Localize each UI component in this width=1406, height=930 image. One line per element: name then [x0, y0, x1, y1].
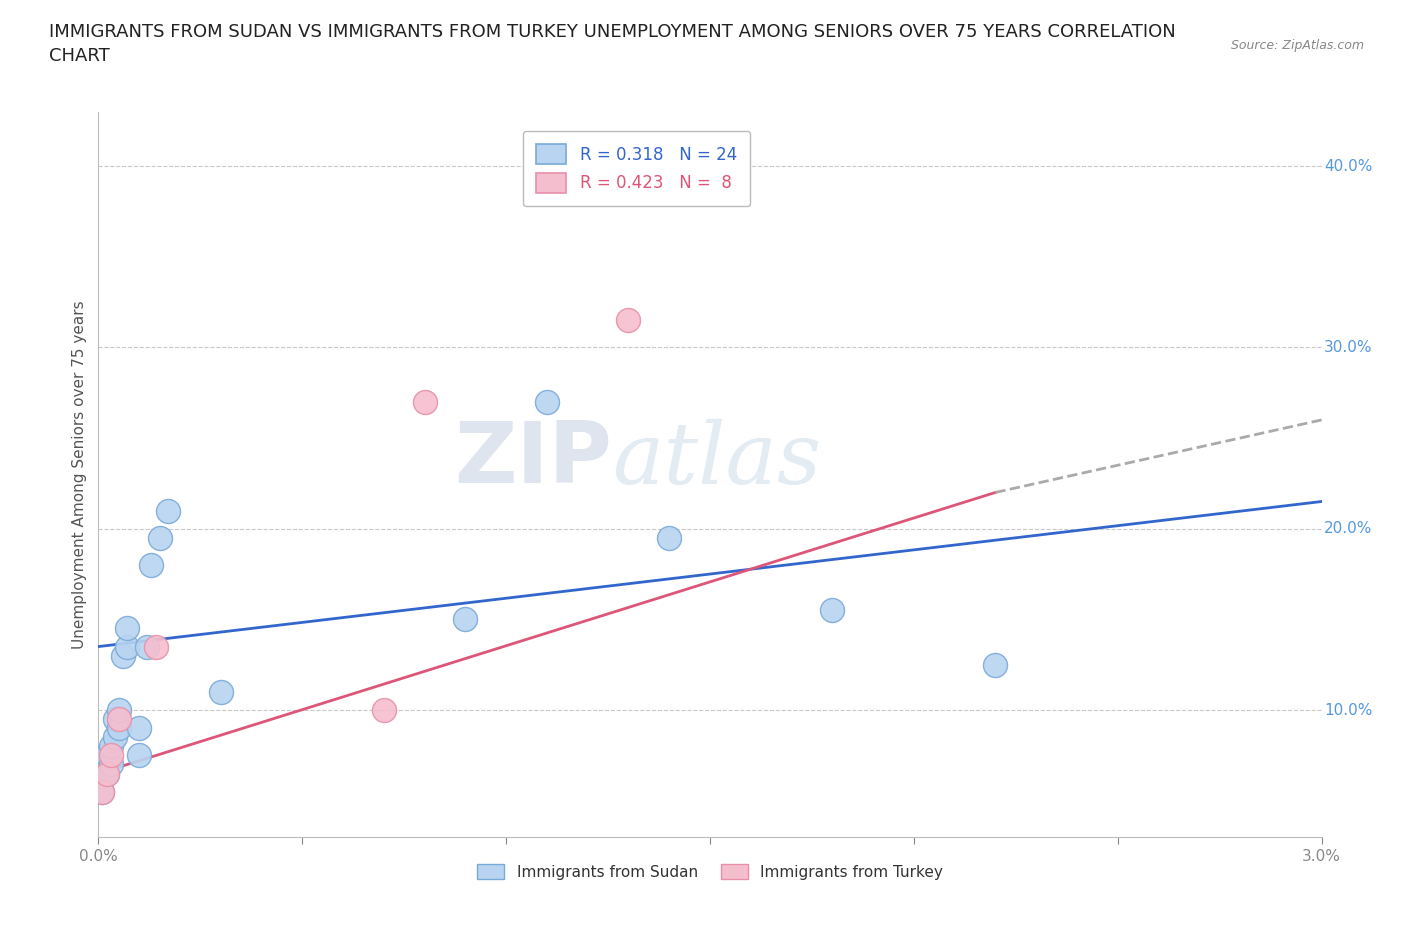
Point: [115, 621, 138, 636]
Point: [91, 784, 114, 799]
Point: [617, 312, 640, 327]
Point: [100, 757, 122, 772]
Point: [104, 730, 127, 745]
Point: [145, 639, 167, 654]
Point: [111, 648, 134, 663]
Point: [209, 684, 232, 699]
Text: ZIP: ZIP: [454, 418, 612, 501]
Point: [108, 711, 131, 726]
Point: [149, 530, 172, 545]
Y-axis label: Unemployment Among Seniors over 75 years: Unemployment Among Seniors over 75 years: [72, 300, 87, 648]
Text: IMMIGRANTS FROM SUDAN VS IMMIGRANTS FROM TURKEY UNEMPLOYMENT AMONG SENIORS OVER : IMMIGRANTS FROM SUDAN VS IMMIGRANTS FROM…: [49, 23, 1175, 65]
Point: [536, 394, 558, 409]
Point: [96, 766, 118, 781]
Point: [115, 639, 138, 654]
Point: [984, 658, 1007, 672]
Point: [413, 394, 436, 409]
Text: 10.0%: 10.0%: [1324, 702, 1372, 718]
Point: [128, 748, 150, 763]
Point: [141, 558, 163, 573]
Point: [104, 711, 127, 726]
Point: [821, 603, 844, 618]
Point: [96, 766, 118, 781]
Point: [91, 784, 114, 799]
Text: Source: ZipAtlas.com: Source: ZipAtlas.com: [1230, 39, 1364, 52]
Point: [156, 503, 179, 518]
Text: 40.0%: 40.0%: [1324, 158, 1372, 174]
Point: [454, 612, 477, 627]
Point: [108, 703, 131, 718]
Legend: Immigrants from Sudan, Immigrants from Turkey: Immigrants from Sudan, Immigrants from T…: [470, 857, 950, 887]
Text: 30.0%: 30.0%: [1324, 339, 1372, 355]
Point: [658, 530, 681, 545]
Point: [373, 703, 395, 718]
Point: [100, 748, 122, 763]
Point: [96, 748, 118, 763]
Point: [136, 639, 159, 654]
Point: [108, 721, 131, 736]
Point: [128, 721, 150, 736]
Text: 20.0%: 20.0%: [1324, 521, 1372, 537]
Text: atlas: atlas: [612, 418, 821, 501]
Point: [100, 738, 122, 753]
